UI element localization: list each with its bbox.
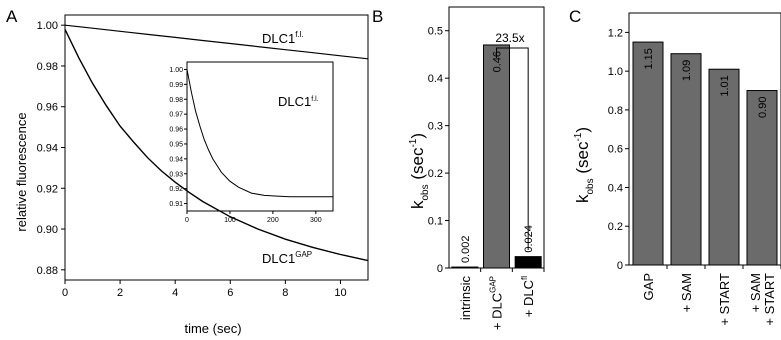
legend-dlc1-gap: DLC1GAP xyxy=(262,250,312,266)
panel-b-data-label: 0.002 xyxy=(460,236,472,264)
panel-c-category-label: + START xyxy=(717,273,732,326)
inset-y-tick-label: 0.93 xyxy=(169,171,183,178)
inset-legend-dlc1-fl: DLC1f.l. xyxy=(278,94,319,109)
legend-dlc1-fl-name: DLC1 xyxy=(262,31,295,46)
inset-y-tick-label: 0.92 xyxy=(169,186,183,193)
inset-legend-sup: f.l. xyxy=(311,96,318,103)
panel-a-chart: time (sec) relative fluorescence DLC1f.l… xyxy=(14,14,369,336)
panel-c-y-tick-label: 0.6 xyxy=(608,144,623,156)
panel-a-series-line xyxy=(64,24,369,60)
inset-y-tick-label: 0.96 xyxy=(169,127,183,134)
inset-y-tick-label: 0.99 xyxy=(169,82,183,89)
panel-c-category-label: + SAM xyxy=(679,273,694,312)
inset-y-tick-label: 0.98 xyxy=(169,97,183,104)
panel-b-category-label: intrinsic xyxy=(458,276,473,321)
legend-dlc1-fl: DLC1f.l. xyxy=(262,30,304,46)
panel-b-category-label: + DLCGAP xyxy=(489,276,505,330)
inset-x-tick-label: 100 xyxy=(224,217,236,224)
panel-b-data-label: 0.024 xyxy=(523,225,535,253)
panel-c-data-label: 0.90 xyxy=(757,97,769,118)
panel-c-y-tick-label: 1.0 xyxy=(608,66,623,78)
panel-c-bar xyxy=(632,41,664,266)
panel-c-y-tick-label: 0.8 xyxy=(608,105,623,117)
inset-y-tick-label: 1.00 xyxy=(169,67,183,74)
inset-y-tick-label: 0.97 xyxy=(169,112,183,119)
inset-y-tick-label: 0.94 xyxy=(169,156,183,163)
panel-label-c: C xyxy=(569,7,581,26)
panel-c-y-tick-label: 0 xyxy=(617,260,623,272)
panel-c-y-tick-label: 0.2 xyxy=(608,221,623,233)
inset-plot-frame xyxy=(186,61,334,212)
inset-y-tick-label: 0.95 xyxy=(169,141,183,148)
panel-a-x-tick-label: 6 xyxy=(227,287,233,299)
panel-a-x-tick-label: 4 xyxy=(172,287,178,299)
panel-a-y-tick-label: 0.90 xyxy=(37,224,58,236)
panel-b-y-tick-label: 0.5 xyxy=(428,26,443,38)
panel-a-x-tick-label: 10 xyxy=(334,287,346,299)
panel-c-category-label: + SAM xyxy=(748,273,763,312)
panel-c-y-axis-title: kobs (sec-1) xyxy=(573,127,596,203)
legend-dlc1-fl-sup: f.l. xyxy=(295,30,303,39)
inset-series-line xyxy=(186,69,333,198)
panel-c-data-label: 1.01 xyxy=(719,75,731,96)
panel-a-series-line xyxy=(64,28,369,262)
panel-b-bar xyxy=(451,266,479,269)
panel-a-x-tick-label: 8 xyxy=(282,287,288,299)
panel-label-b: B xyxy=(372,7,383,26)
panel-b-chart: kobs (sec-1) 23.5x 0 0.1 0.2 0.3 0.4 0.5 0.002… xyxy=(408,6,545,330)
panel-a-y-tick-label: 0.92 xyxy=(37,183,58,195)
panel-c-bar xyxy=(708,68,740,266)
panel-c-data-label: 1.15 xyxy=(643,48,655,69)
inset-x-tick-label: 200 xyxy=(267,217,279,224)
panel-a-y-tick-label: 0.98 xyxy=(37,61,58,73)
inset-x-tick-label: 300 xyxy=(310,217,322,224)
panel-b-y-tick-label: 0.1 xyxy=(428,216,443,228)
panel-label-a: A xyxy=(6,7,18,26)
panel-a-y-tick-label: 0.88 xyxy=(37,265,58,277)
panel-a-x-axis-title: time (sec) xyxy=(184,321,241,336)
legend-dlc1-gap-sup: GAP xyxy=(295,250,312,259)
panel-c-chart: kobs (sec-1) 0 0.2 0.4 0.6 0.8 1.0 1.2 1.15 1.09… xyxy=(573,12,781,326)
inset-legend-name: DLC1 xyxy=(278,94,311,109)
panel-c-bar xyxy=(746,90,778,266)
panel-a-y-tick-label: 0.94 xyxy=(37,143,58,155)
panel-b-y-tick-label: 0.4 xyxy=(428,73,443,85)
panel-b-category-label: + DLCfl xyxy=(520,276,536,317)
panel-a-y-axis-title: relative fluorescence xyxy=(14,112,29,231)
inset-x-tick-label: 0 xyxy=(185,217,189,224)
panel-b-y-tick-label: 0.3 xyxy=(428,121,443,133)
panel-b-bar xyxy=(483,44,510,269)
panel-b-bar xyxy=(514,256,542,269)
panel-c-bar xyxy=(670,53,702,266)
panel-b-y-tick-label: 0 xyxy=(437,263,443,275)
panel-b-y-axis-title: kobs (sec-1) xyxy=(408,133,431,209)
panel-a-x-tick-label: 2 xyxy=(117,287,123,299)
legend-dlc1-gap-name: DLC1 xyxy=(262,251,295,266)
inset-y-tick-label: 0.91 xyxy=(169,201,183,208)
panel-c-category-label: GAP xyxy=(641,273,656,300)
panel-a-inset: DLC1f.l. 0 100 200 300 0.91 0.92 0.93 0.94 0.95 0… xyxy=(169,61,334,224)
panel-c-data-label: 1.09 xyxy=(681,60,693,81)
panel-c-category-label: + START xyxy=(762,273,777,326)
panel-a-y-tick-label: 1.00 xyxy=(37,20,58,32)
fold-change-label: 23.5x xyxy=(495,31,524,45)
panel-b-data-label: 0.46 xyxy=(492,51,504,72)
panel-b-y-tick-label: 0.2 xyxy=(428,168,443,180)
panel-c-y-tick-label: 0.4 xyxy=(608,182,623,194)
panel-c-y-tick-label: 1.2 xyxy=(608,27,623,39)
panel-a-y-tick-label: 0.96 xyxy=(37,102,58,114)
panel-a-x-tick-label: 0 xyxy=(62,287,68,299)
fold-change-bracket xyxy=(496,47,529,250)
